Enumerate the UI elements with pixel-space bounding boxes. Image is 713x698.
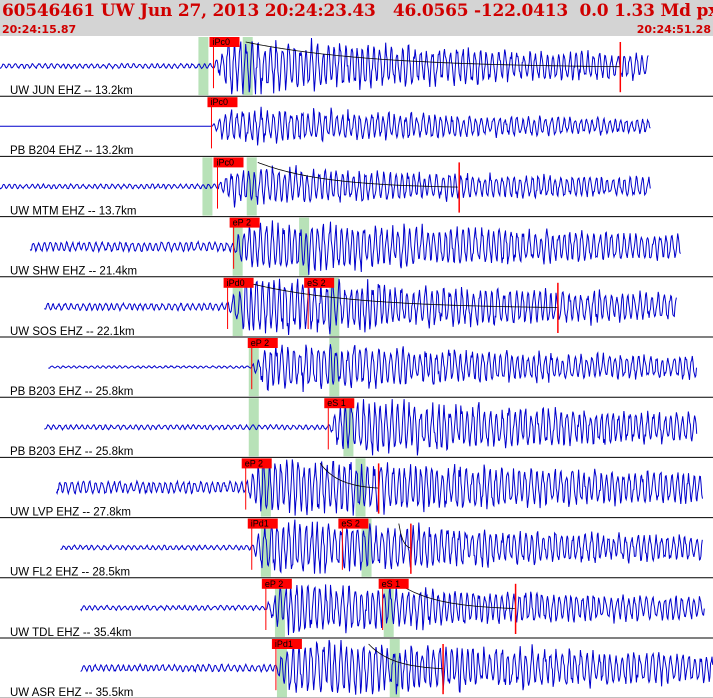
analysis-window: [248, 398, 259, 457]
trace-row[interactable]: iPc0 PB B204 EHZ -- 13.2km: [0, 97, 713, 157]
coda-curve: [245, 41, 620, 68]
phase-pick-box[interactable]: [378, 578, 409, 589]
phase-pick-box[interactable]: [229, 217, 260, 228]
phase-pick-box[interactable]: [338, 518, 369, 529]
station-label: UW JUN EHZ -- 13.2km: [10, 85, 133, 97]
station-label: PB B204 EHZ -- 13.2km: [10, 145, 133, 157]
waveform: [60, 519, 703, 574]
phase-pick-label[interactable]: iPd0: [227, 278, 245, 288]
trace-row[interactable]: eS 1 PB B203 EHZ -- 25.8km: [0, 398, 713, 458]
analysis-window: [343, 398, 354, 457]
start-time-label: 20:24:15.87: [2, 23, 77, 36]
phase-pick-label[interactable]: iPc0: [217, 157, 235, 167]
waveform: [0, 165, 651, 208]
waveform: [0, 37, 649, 95]
trace-row[interactable]: iPc0 UW MTM EHZ -- 13.7km: [0, 157, 713, 217]
phase-pick-label[interactable]: eS 1: [382, 579, 401, 589]
seismogram-panel[interactable]: iPc0 UW JUN EHZ -- 13.2km iPc0 PB B204 EHZ …: [0, 36, 713, 698]
waveform: [48, 344, 697, 393]
station-label: PB B203 EHZ -- 25.8km: [10, 386, 133, 398]
phase-pick-label[interactable]: eS 2: [341, 519, 360, 529]
phase-pick-label[interactable]: eP 2: [233, 218, 251, 228]
phase-pick-box[interactable]: [247, 518, 278, 529]
trace-row[interactable]: iPd1 UW ASR EHZ -- 35.5km: [0, 639, 713, 698]
trace-row[interactable]: eP 2 UW SHW EHZ -- 21.4km: [0, 217, 713, 278]
waveform: [80, 639, 713, 695]
waveform: [80, 584, 705, 636]
station-label: UW FL2 EHZ -- 28.5km: [10, 567, 130, 579]
phase-pick-box[interactable]: [207, 97, 238, 108]
waveform: [44, 399, 698, 456]
trace-row[interactable]: iPd1 eS 2 UW FL2 EHZ -- 28.5km: [0, 518, 713, 579]
analysis-window: [361, 518, 372, 577]
waveform: [44, 278, 677, 336]
phase-pick-label[interactable]: iPd1: [251, 519, 269, 529]
phase-pick-box[interactable]: [241, 458, 272, 469]
trace-row[interactable]: eP 2 PB B203 EHZ -- 25.8km: [0, 338, 713, 398]
phase-pick-box[interactable]: [223, 277, 254, 288]
end-time-label: 20:24:51.28: [636, 23, 711, 36]
analysis-window: [260, 518, 271, 577]
waveform: [55, 459, 703, 516]
trace-row[interactable]: eP 2 UW LVP EHZ -- 27.8km: [0, 458, 713, 518]
station-label: UW TDL EHZ -- 35.4km: [10, 627, 131, 639]
phase-pick-box[interactable]: [261, 578, 292, 589]
station-label: UW SOS EHZ -- 22.1km: [10, 326, 135, 338]
coda-curve: [257, 162, 458, 188]
coda-curve: [398, 583, 515, 609]
analysis-window: [389, 639, 400, 698]
phase-pick-box[interactable]: [271, 639, 302, 649]
waveform: [0, 106, 651, 146]
phase-pick-box[interactable]: [209, 37, 240, 47]
analysis-window: [232, 277, 243, 336]
coda-curve: [398, 523, 411, 549]
waveform: [29, 220, 681, 275]
station-label: UW LVP EHZ -- 27.8km: [10, 506, 131, 518]
phase-pick-label[interactable]: eS 2: [307, 278, 326, 288]
analysis-window: [260, 458, 271, 517]
phase-pick-box[interactable]: [213, 157, 244, 168]
station-label: UW SHW EHZ -- 21.4km: [10, 266, 137, 278]
coda-curve: [247, 282, 558, 308]
analysis-window: [246, 157, 257, 216]
station-label: UW MTM EHZ -- 13.7km: [10, 205, 137, 217]
phase-pick-label[interactable]: iPc0: [212, 37, 230, 47]
phase-pick-label[interactable]: eP 2: [265, 579, 283, 589]
trace-row[interactable]: eP 2 eS 1 UW TDL EHZ -- 35.4km: [0, 578, 713, 639]
analysis-window: [232, 217, 243, 276]
phase-pick-box[interactable]: [304, 277, 335, 288]
station-label: UW ASR EHZ -- 35.5km: [10, 687, 133, 698]
event-header: 60546461 UW Jun 27, 2013 20:24:23.43 46.…: [0, 0, 713, 36]
analysis-window: [276, 639, 287, 698]
coda-curve: [319, 463, 379, 489]
event-title: 60546461 UW Jun 27, 2013 20:24:23.43 46.…: [2, 1, 713, 21]
phase-pick-box[interactable]: [247, 338, 278, 348]
phase-pick-label[interactable]: eP 2: [245, 458, 263, 468]
phase-pick-label[interactable]: iPd1: [275, 639, 293, 649]
phase-pick-label[interactable]: iPc0: [210, 97, 228, 107]
phase-pick-label[interactable]: eS 1: [327, 398, 346, 408]
coda-curve: [368, 643, 443, 670]
station-label: PB B203 EHZ -- 25.8km: [10, 446, 133, 458]
trace-row[interactable]: iPd0 eS 2 UW SOS EHZ -- 22.1km: [0, 277, 713, 338]
analysis-window: [274, 578, 285, 637]
analysis-window: [299, 217, 310, 276]
phase-pick-box[interactable]: [324, 398, 355, 409]
phase-pick-label[interactable]: eP 2: [251, 338, 269, 348]
trace-row[interactable]: iPc0 UW JUN EHZ -- 13.2km: [0, 37, 713, 97]
